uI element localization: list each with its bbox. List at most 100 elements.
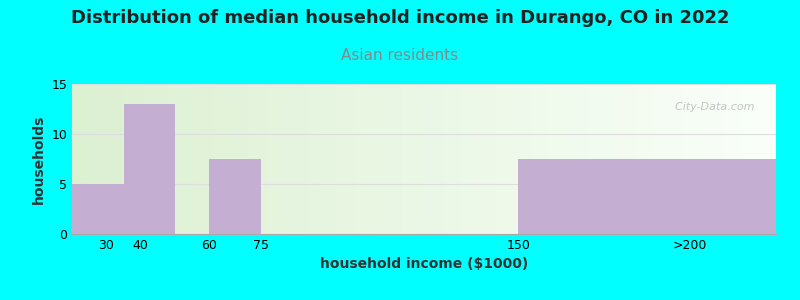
Bar [190, 84, 193, 234]
Bar [309, 84, 311, 234]
Bar [762, 84, 765, 234]
Bar [212, 84, 215, 234]
Bar [204, 84, 206, 234]
Bar [80, 84, 83, 234]
Bar [514, 84, 518, 234]
Bar [638, 84, 642, 234]
Bar [355, 84, 358, 234]
Bar [658, 84, 661, 234]
Bar [262, 84, 265, 234]
Bar [275, 84, 278, 234]
Bar [608, 84, 611, 234]
Bar [518, 159, 776, 234]
Bar [168, 84, 171, 234]
Bar [171, 84, 174, 234]
Bar [162, 84, 166, 234]
Bar [141, 84, 143, 234]
Bar [606, 84, 608, 234]
Bar [633, 84, 636, 234]
Bar [669, 84, 671, 234]
Bar [127, 84, 130, 234]
Bar [391, 84, 394, 234]
Bar [625, 84, 627, 234]
Bar [281, 84, 284, 234]
Bar [198, 84, 202, 234]
Bar [146, 84, 149, 234]
Bar [353, 84, 355, 234]
Bar [405, 84, 407, 234]
Bar [602, 84, 606, 234]
Bar [130, 84, 133, 234]
Bar [72, 184, 123, 234]
Bar [361, 84, 363, 234]
Bar [347, 84, 350, 234]
Bar [416, 84, 418, 234]
Bar [231, 84, 234, 234]
Bar [575, 84, 578, 234]
Bar [558, 84, 562, 234]
Bar [74, 84, 78, 234]
Bar [133, 84, 135, 234]
Bar [322, 84, 325, 234]
Bar [118, 84, 122, 234]
Bar [223, 84, 226, 234]
Bar [721, 84, 724, 234]
Bar [179, 84, 182, 234]
Bar [344, 84, 347, 234]
Bar [196, 84, 198, 234]
Bar [680, 84, 682, 234]
Bar [410, 84, 413, 234]
Bar [342, 84, 344, 234]
Bar [215, 84, 218, 234]
Bar [556, 84, 558, 234]
Bar [193, 84, 196, 234]
Bar [94, 84, 97, 234]
Text: Distribution of median household income in Durango, CO in 2022: Distribution of median household income … [70, 9, 730, 27]
Bar [319, 84, 322, 234]
Bar [702, 84, 705, 234]
Bar [694, 84, 696, 234]
Bar [273, 84, 275, 234]
Bar [177, 84, 179, 234]
Bar [644, 84, 646, 234]
Bar [443, 84, 446, 234]
Bar [202, 84, 204, 234]
Bar [166, 84, 168, 234]
Bar [303, 84, 306, 234]
Bar [424, 84, 426, 234]
Bar [187, 84, 190, 234]
Bar [765, 84, 768, 234]
Bar [413, 84, 416, 234]
Bar [394, 84, 397, 234]
Bar [578, 84, 581, 234]
Bar [495, 84, 498, 234]
Bar [562, 84, 564, 234]
Bar [757, 84, 759, 234]
Bar [122, 84, 124, 234]
Bar [270, 84, 273, 234]
Bar [89, 84, 91, 234]
Bar [622, 84, 625, 234]
Bar [715, 84, 718, 234]
Bar [470, 84, 474, 234]
Bar [330, 84, 334, 234]
Bar [254, 84, 256, 234]
Bar [290, 84, 292, 234]
Bar [730, 84, 732, 234]
Bar [686, 84, 688, 234]
Bar [512, 84, 514, 234]
Bar [674, 84, 677, 234]
Bar [99, 84, 102, 234]
Bar [363, 84, 366, 234]
Bar [250, 84, 254, 234]
Bar [746, 84, 749, 234]
Bar [539, 84, 542, 234]
Bar [594, 84, 598, 234]
Bar [583, 84, 586, 234]
Bar [265, 84, 267, 234]
Bar [732, 84, 734, 234]
Bar [564, 84, 567, 234]
Bar [234, 84, 237, 234]
Bar [611, 84, 614, 234]
Bar [614, 84, 617, 234]
